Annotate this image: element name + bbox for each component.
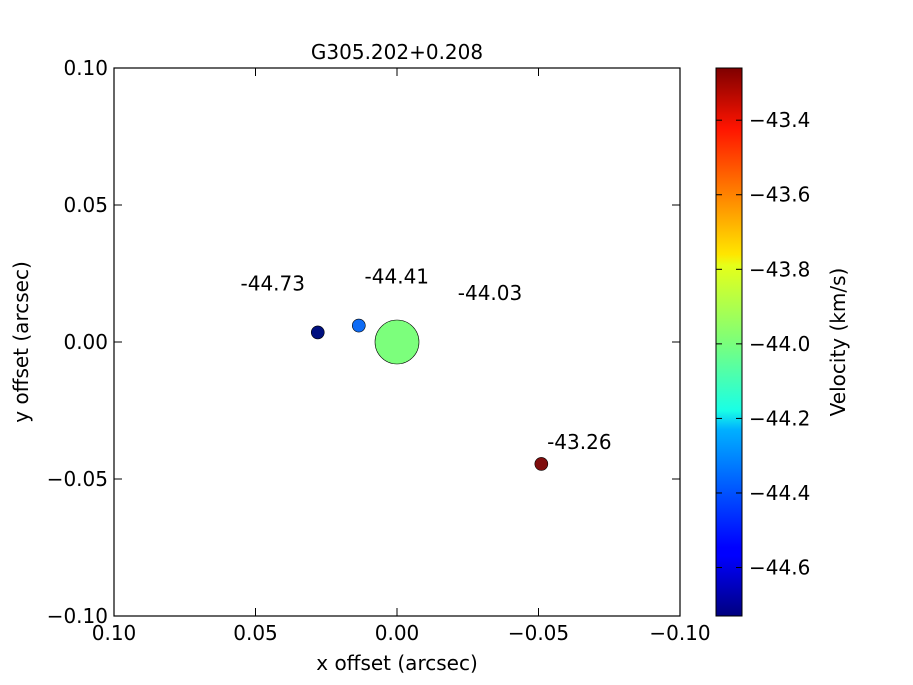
x-tick-label: −0.10 — [649, 621, 710, 645]
y-axis-label: y offset (arcsec) — [9, 261, 33, 423]
colorbar — [715, 67, 743, 617]
x-axis-label: x offset (arcsec) — [316, 651, 478, 675]
colorbar-tick-label: −43.6 — [749, 183, 810, 207]
x-tick-label: 0.05 — [233, 621, 278, 645]
y-tick-label: 0.05 — [63, 193, 108, 217]
y-axis-ticks: 0.10 0.05 0.00 −0.05 −0.10 — [47, 56, 680, 628]
colorbar-tick-label: −44.0 — [749, 332, 810, 356]
y-tick-label: 0.00 — [63, 330, 108, 354]
y-tick-label: −0.05 — [47, 467, 108, 491]
data-point — [310, 325, 325, 340]
data-label: -44.73 — [241, 271, 305, 295]
colorbar-tick-label: −43.8 — [749, 257, 810, 281]
data-label: -43.26 — [547, 430, 611, 454]
x-tick-label: 0.10 — [92, 621, 137, 645]
x-tick-label: −0.05 — [508, 621, 569, 645]
y-tick-label: 0.10 — [63, 56, 108, 80]
data-point — [351, 318, 366, 333]
colorbar-tick-label: −43.4 — [749, 108, 810, 132]
colorbar-label: Velocity (km/s) — [826, 268, 850, 417]
chart-title: G305.202+0.208 — [311, 40, 483, 64]
x-axis-ticks: 0.10 0.05 0.00 −0.05 −0.10 — [92, 68, 711, 645]
data-point — [534, 457, 549, 471]
data-label: -44.03 — [458, 281, 522, 305]
colorbar-tick-label: −44.6 — [749, 556, 810, 580]
data-point — [374, 319, 420, 365]
y-tick-label: −0.10 — [47, 604, 108, 628]
data-label: -44.41 — [365, 265, 429, 289]
colorbar-tick-label: −44.4 — [749, 481, 810, 505]
data-points: -44.73 -44.41 -44.03 -43.26 — [241, 265, 612, 471]
colorbar-ticks: −43.4 −43.6 −43.8 −44.0 −44.2 −44.4 −44.6 — [716, 108, 810, 580]
x-tick-label: 0.00 — [375, 621, 420, 645]
colorbar-tick-label: −44.2 — [749, 406, 810, 430]
